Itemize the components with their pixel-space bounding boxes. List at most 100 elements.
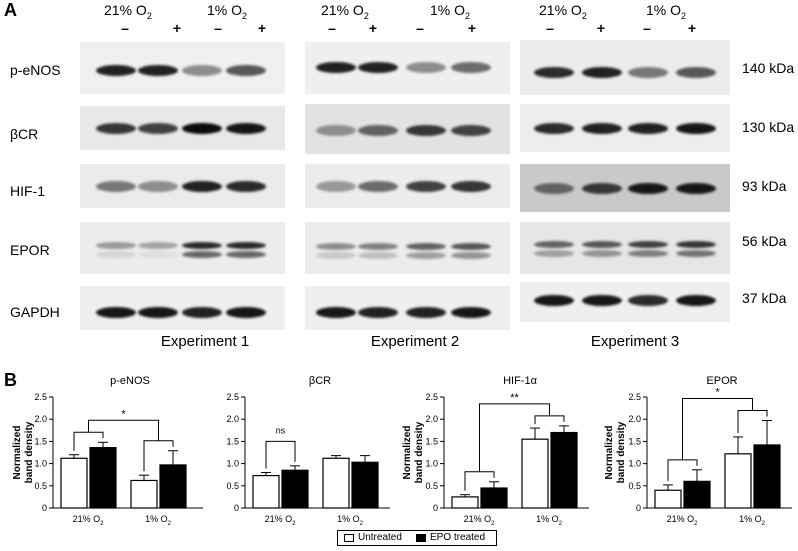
kda-label: 37 kDa <box>742 290 787 306</box>
blot-band <box>138 251 178 258</box>
blot-band <box>182 251 222 258</box>
blot-band <box>582 250 622 257</box>
blot-strip <box>305 222 510 274</box>
blot-band <box>406 124 446 136</box>
blot-band <box>358 252 398 259</box>
blot-band <box>96 122 136 134</box>
blot-band <box>534 182 574 194</box>
exp3-cond-21: 21% O2 <box>539 2 587 21</box>
blot-band <box>316 306 356 318</box>
chart-title: p-eNOS <box>110 375 150 387</box>
blot-band <box>182 64 222 76</box>
blot-strip <box>305 42 510 94</box>
significance-bracket <box>88 419 159 441</box>
bar-charts: p-eNOS Normalizedband density 0 0.5 1.0 1.5 2.… <box>12 375 792 527</box>
blot-band <box>676 122 716 134</box>
kda-label: 93 kDa <box>742 178 787 194</box>
bar <box>60 457 88 509</box>
y-tick-label: 0 <box>433 503 438 513</box>
kda-label: 140 kDa <box>742 60 795 76</box>
blot-band <box>182 122 222 134</box>
y-tick-label: 2.0 <box>628 414 641 424</box>
blot-band <box>628 122 668 134</box>
bar <box>521 438 549 509</box>
blot-band <box>316 124 356 136</box>
significance-bracket <box>479 403 550 472</box>
blot-band <box>534 294 574 306</box>
y-tick-label: 0.5 <box>628 481 641 491</box>
y-tick-label: 2.5 <box>226 392 239 402</box>
y-tick-label: 2.5 <box>34 392 47 402</box>
blot-band <box>96 306 136 318</box>
bar <box>89 447 117 509</box>
blot-band <box>582 66 622 78</box>
y-tick-label: 1.0 <box>34 459 47 469</box>
blot-band <box>582 240 622 248</box>
blot-band <box>628 294 668 306</box>
x-tick-label: 21% O2 <box>464 514 496 527</box>
blot-band <box>96 180 136 192</box>
y-tick-label: 2.0 <box>226 414 239 424</box>
significance-label: ns <box>276 425 286 435</box>
sign: – <box>121 20 129 36</box>
blot-band <box>451 242 491 250</box>
y-tick-label: 1.0 <box>628 459 641 469</box>
blot-band <box>138 241 178 249</box>
blot-band <box>316 252 356 259</box>
blot-band <box>534 122 574 134</box>
blot-band <box>96 241 136 249</box>
bar <box>753 444 781 509</box>
kda-label: 56 kDa <box>742 233 787 249</box>
row-label-peNOS: p-eNOS <box>10 62 61 78</box>
blot-strip <box>520 40 730 95</box>
y-tick-label: 0 <box>636 503 641 513</box>
x-tick-label: 21% O2 <box>73 514 105 527</box>
y-tick-label: 2.0 <box>34 414 47 424</box>
blot-strip <box>305 286 510 330</box>
blot-strip <box>520 104 730 152</box>
legend-label-untreated: Untreated <box>358 532 402 543</box>
y-tick-label: 1.5 <box>628 436 641 446</box>
bar <box>724 453 752 509</box>
y-axis-label: Normalizedband density <box>12 421 35 483</box>
y-tick-label: 0.5 <box>226 481 239 491</box>
exp2-cond-1: 1% O2 <box>430 2 471 21</box>
blot-strip <box>305 104 510 154</box>
y-tick-label: 0 <box>42 503 47 513</box>
blot-band <box>534 240 574 248</box>
sign: + <box>368 20 378 36</box>
blot-band <box>628 66 668 78</box>
blot-strip <box>305 164 510 208</box>
exp3-cond-1: 1% O2 <box>646 2 687 21</box>
blot-band <box>358 242 398 250</box>
blot-band <box>226 64 266 76</box>
significance-label: * <box>715 387 720 399</box>
blot-strip <box>520 164 730 212</box>
blot-band <box>628 250 668 257</box>
blot-band <box>182 241 222 249</box>
blot-band <box>676 240 716 248</box>
blot-band <box>534 250 574 257</box>
exp1-cond-1: 1% O2 <box>207 2 248 21</box>
significance-bracket <box>265 440 296 469</box>
blot-band <box>451 306 491 318</box>
blot-band <box>451 252 491 259</box>
blot-band <box>676 294 716 306</box>
sign: + <box>257 20 267 36</box>
x-tick-label: 1% O2 <box>145 514 172 527</box>
blot-strip <box>80 222 285 274</box>
blot-band <box>582 182 622 194</box>
blot-band <box>451 124 491 136</box>
panel-a-letter: A <box>4 0 17 20</box>
sign: + <box>687 20 697 36</box>
bar <box>322 457 350 509</box>
bar <box>281 469 309 509</box>
bar <box>130 479 158 509</box>
bar <box>351 461 379 509</box>
exp2-cond-21: 21% O2 <box>321 2 369 21</box>
blot-band <box>406 252 446 259</box>
blot-band <box>138 306 178 318</box>
significance-bracket <box>682 398 753 460</box>
blot-strip <box>80 164 285 208</box>
chart-title: EPOR <box>706 375 737 387</box>
